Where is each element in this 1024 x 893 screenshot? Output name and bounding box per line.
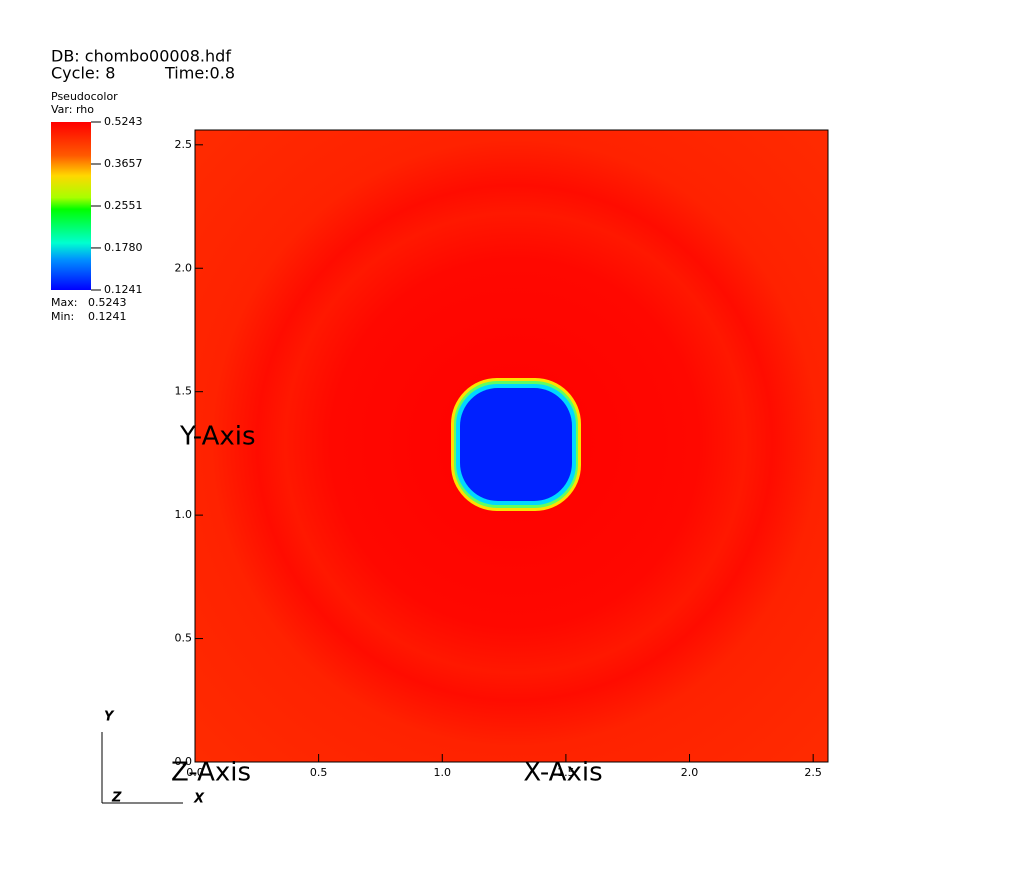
- triad-z: Z: [111, 791, 122, 806]
- y-tick-label: 0.5: [175, 632, 193, 645]
- colorbar-tick-label: 0.1241: [104, 283, 143, 296]
- max-value: 0.5243: [88, 296, 127, 309]
- max-label: Max:: [51, 296, 77, 309]
- triad-x: X: [193, 792, 205, 807]
- y-tick-label: 2.5: [175, 138, 193, 151]
- y-axis-title: Y-Axis: [179, 422, 256, 452]
- plot-name: Pseudocolor: [51, 90, 118, 103]
- colorbar-tick-label: 0.5243: [104, 115, 143, 128]
- y-tick-label: 0.0: [175, 755, 193, 768]
- min-label: Min:: [51, 310, 74, 323]
- low-density-bubble: [451, 378, 581, 511]
- x-tick-label: 0.0: [186, 766, 204, 779]
- x-tick-label: 1.5: [557, 766, 575, 779]
- x-axis-title: X-Axis: [523, 758, 602, 788]
- database-label: DB: chombo00008.hdf: [51, 47, 231, 66]
- min-value: 0.1241: [88, 310, 127, 323]
- x-tick-label: 1.0: [434, 766, 452, 779]
- y-tick-label: 1.5: [175, 385, 193, 398]
- cycle-label: Cycle: 8: [51, 64, 115, 83]
- x-tick-label: 2.0: [681, 766, 699, 779]
- y-tick-label: 1.0: [175, 508, 193, 521]
- colorbar-tick-label: 0.1780: [104, 241, 143, 254]
- y-tick-label: 2.0: [175, 261, 193, 274]
- x-tick-label: 0.5: [310, 766, 328, 779]
- colorbar-tick-label: 0.3657: [104, 157, 143, 170]
- colorbar: [51, 122, 91, 290]
- triad: Y Z X: [101, 710, 205, 807]
- plot-frame: [194, 129, 829, 763]
- x-tick-label: 2.5: [804, 766, 822, 779]
- time-label: Time:0.8: [164, 64, 235, 83]
- z-axis-title: Z-Axis: [171, 758, 251, 788]
- colorbar-tick-label: 0.2551: [104, 199, 143, 212]
- variable-name: Var: rho: [51, 103, 94, 116]
- triad-y: Y: [104, 710, 115, 725]
